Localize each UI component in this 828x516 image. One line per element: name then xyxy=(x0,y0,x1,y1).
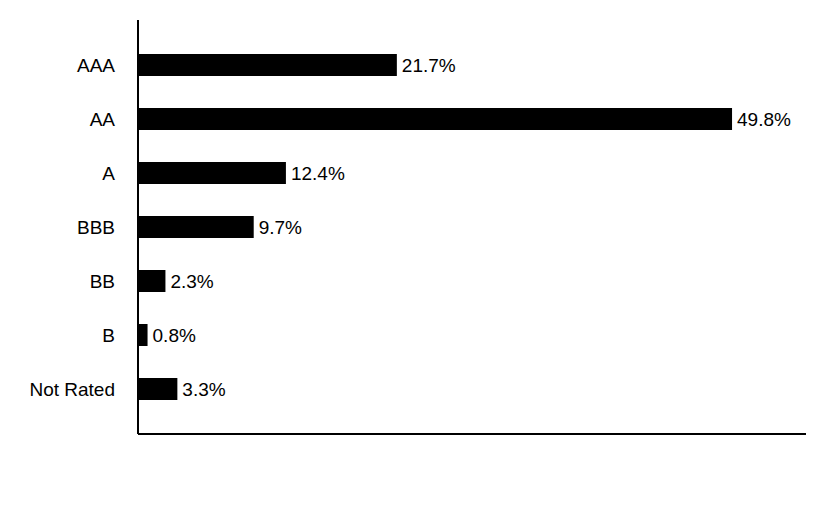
bar xyxy=(138,378,177,400)
data-label: 12.4% xyxy=(291,163,345,184)
category-label: AAA xyxy=(77,55,115,76)
chart: AAA 21.7% AA 49.8% A 12.4% BBB 9.7% BB 2.3% B 0.8% N… xyxy=(0,0,828,516)
x-axis xyxy=(138,433,806,435)
bar xyxy=(138,270,165,292)
category-label: A xyxy=(102,163,115,184)
category-label: BBB xyxy=(77,217,115,238)
bar xyxy=(138,216,254,238)
category-label: BB xyxy=(90,271,115,292)
category-label: B xyxy=(102,325,115,346)
data-label: 3.3% xyxy=(182,379,225,400)
category-label: AA xyxy=(90,109,116,130)
category-label: Not Rated xyxy=(29,379,115,400)
data-label: 2.3% xyxy=(170,271,213,292)
data-label: 49.8% xyxy=(737,109,791,130)
chart-container: AAA 21.7% AA 49.8% A 12.4% BBB 9.7% BB 2.3% B 0.8% N… xyxy=(0,0,828,516)
bar xyxy=(138,162,286,184)
labels: AAA 21.7% AA 49.8% A 12.4% BBB 9.7% BB 2.3% B 0.8% N… xyxy=(29,55,791,400)
bars xyxy=(138,54,732,400)
bar xyxy=(138,108,732,130)
bar xyxy=(138,324,148,346)
data-label: 0.8% xyxy=(153,325,196,346)
data-label: 9.7% xyxy=(259,217,302,238)
y-axis xyxy=(137,20,139,434)
bar xyxy=(138,54,397,76)
data-label: 21.7% xyxy=(402,55,456,76)
